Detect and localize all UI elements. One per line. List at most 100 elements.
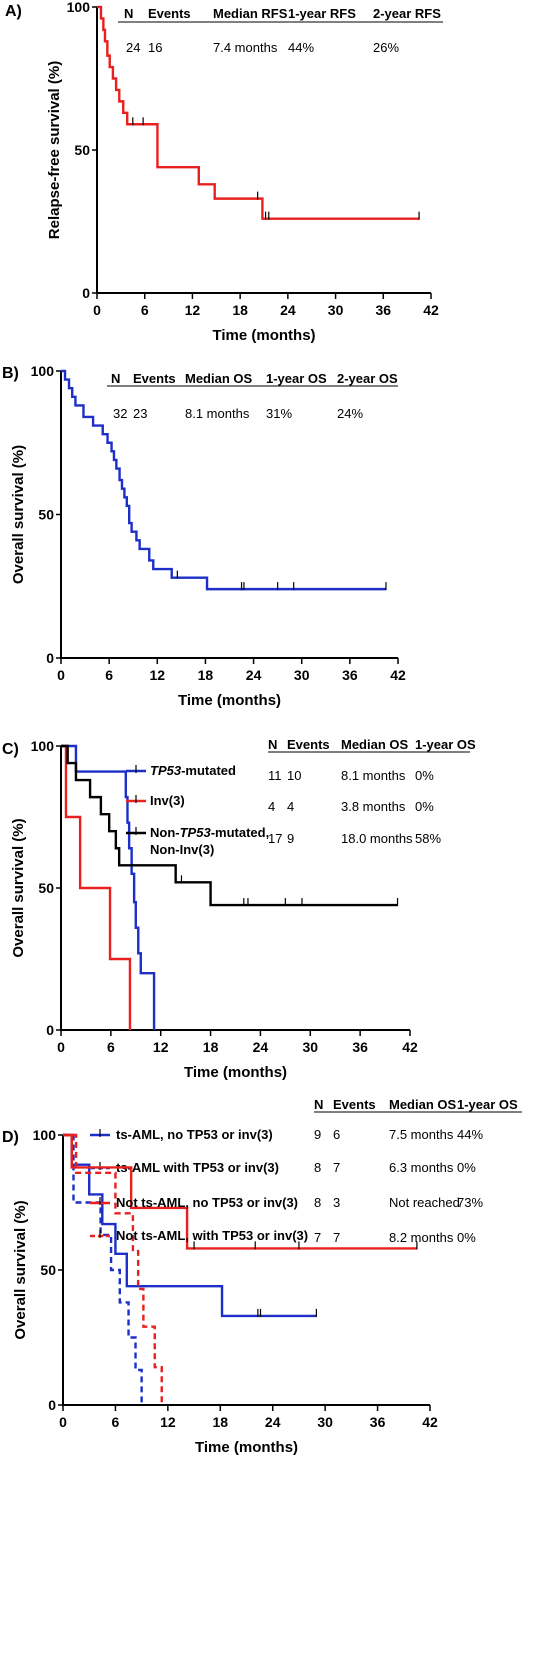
table-cell: 3 — [333, 1195, 340, 1210]
chart-panel-2: B) 0 6 12 18 24 30 36 42 0 50 100 Time (months) Overa… — [2, 363, 406, 709]
series-1 — [97, 5, 420, 220]
table-header: 2-year OS — [337, 371, 398, 386]
y-tick-label: 0 — [46, 650, 54, 666]
legend-label: ts-AML with TP53 or inv(3) — [116, 1160, 279, 1175]
x-tick-label: 24 — [246, 667, 262, 683]
table-header: Median OS — [341, 737, 409, 752]
legend-label: Inv(3) — [150, 793, 185, 808]
table-cell: 3.8 months — [341, 799, 406, 814]
legend-label: Non-TP53-mutated, — [150, 825, 269, 840]
x-tick-label: 0 — [93, 302, 101, 318]
y-axis-title: Overall survival (%) — [12, 1200, 29, 1339]
table-cell: 16 — [148, 40, 162, 55]
survival-curve — [61, 744, 156, 1030]
table-cell: 9 — [287, 831, 294, 846]
x-tick-label: 6 — [105, 667, 113, 683]
summary-table: N Events Median OS 1-year OS 9 6 7.5 months 44%… — [314, 1097, 522, 1245]
y-tick-label: 50 — [40, 1262, 56, 1278]
panel-label: C) — [2, 741, 19, 758]
y-tick-label: 50 — [74, 142, 90, 158]
table-header: N — [124, 6, 133, 21]
table-cell: 44% — [288, 40, 314, 55]
summary-table: N Events Median RFS 1-year RFS 2-year RFS 24 1… — [118, 6, 443, 55]
legend-entry: ts-AML, no TP53 or inv(3) — [90, 1127, 273, 1142]
x-tick-label: 6 — [112, 1414, 120, 1430]
x-tick-label: 30 — [294, 667, 310, 683]
x-tick-label: 42 — [390, 667, 406, 683]
x-tick-label: 36 — [342, 667, 358, 683]
table-cell: 18.0 months — [341, 831, 413, 846]
y-axis-title: Relapse-free survival (%) — [46, 61, 63, 239]
legend-entry: Not ts-AML, with TP53 or inv(3) — [90, 1228, 308, 1243]
table-header: Median RFS — [213, 6, 288, 21]
x-tick-label: 24 — [253, 1039, 269, 1055]
legend-label-italic: TP53 — [180, 825, 212, 840]
x-tick-label: 0 — [59, 1414, 67, 1430]
table-cell: Not reached — [389, 1195, 460, 1210]
table-cell: 11 — [268, 768, 282, 783]
series-1 — [63, 1133, 318, 1318]
survival-curve — [63, 1133, 317, 1318]
y-tick-label: 100 — [67, 0, 91, 15]
x-tick-label: 42 — [402, 1039, 418, 1055]
x-tick-label: 18 — [232, 302, 248, 318]
x-tick-label: 6 — [141, 302, 149, 318]
chart-panel-3: C) 0 6 12 18 24 30 36 42 0 50 100 Time (months) Overa… — [2, 737, 476, 1081]
survival-curve — [61, 744, 132, 1030]
summary-table: N Events Median OS 1-year OS 2-year OS 32 23 8.… — [107, 371, 398, 421]
x-axis-title: Time (months) — [195, 1439, 298, 1456]
survival-curve — [63, 1133, 163, 1405]
x-tick-label: 18 — [198, 667, 214, 683]
series-1 — [61, 369, 387, 591]
table-cell: 26% — [373, 40, 399, 55]
legend-label-line2: Non-Inv(3) — [150, 842, 214, 857]
table-header: Median OS — [185, 371, 253, 386]
table-cell: 24% — [337, 406, 363, 421]
table-cell: 0% — [457, 1230, 476, 1245]
table-cell: 44% — [457, 1127, 483, 1142]
y-axis-title: Overall survival (%) — [10, 818, 27, 957]
table-cell: 4 — [287, 799, 294, 814]
series-2 — [61, 744, 132, 1030]
legend-label: Not ts-AML, no TP53 or inv(3) — [116, 1195, 298, 1210]
x-tick-label: 30 — [302, 1039, 318, 1055]
legend-label-rest: -mutated — [181, 763, 236, 778]
y-tick-label: 100 — [31, 363, 55, 379]
y-tick-label: 50 — [38, 880, 54, 896]
table-header: 1-year RFS — [288, 6, 356, 21]
x-tick-label: 24 — [280, 302, 296, 318]
legend-label-italic: TP53 — [150, 763, 182, 778]
summary-table: N Events Median OS 1-year OS 11 10 8.1 months 0… — [268, 737, 476, 846]
x-tick-label: 42 — [423, 302, 439, 318]
panel-label: A) — [5, 3, 22, 20]
table-header: 1-year OS — [266, 371, 327, 386]
table-header: 1-year OS — [415, 737, 476, 752]
y-tick-label: 100 — [31, 738, 55, 754]
table-cell: 23 — [133, 406, 147, 421]
survival-curve — [63, 1133, 417, 1250]
table-cell: 4 — [268, 799, 275, 814]
table-header: Events — [333, 1097, 376, 1112]
legend-entry: Non-TP53-mutated, Non-Inv(3) — [126, 825, 269, 857]
x-tick-label: 0 — [57, 667, 65, 683]
survival-curve — [61, 369, 386, 591]
series-3 — [63, 1133, 418, 1250]
series-4 — [63, 1133, 163, 1405]
table-cell: 7 — [314, 1230, 321, 1245]
table-header: N — [314, 1097, 323, 1112]
x-tick-label: 36 — [352, 1039, 368, 1055]
legend-label-suffix: -mutated, — [211, 825, 270, 840]
table-cell: 73% — [457, 1195, 483, 1210]
legend-label-prefix: Non- — [150, 825, 180, 840]
table-cell: 10 — [287, 768, 301, 783]
chart-panel-1: A) 0 6 12 18 24 30 36 42 0 50 100 Time (months) Relap… — [5, 0, 443, 344]
x-tick-label: 30 — [328, 302, 344, 318]
legend-entry: TP53-mutated — [126, 763, 236, 778]
table-header: Events — [133, 371, 176, 386]
y-tick-label: 0 — [82, 285, 90, 301]
table-header: N — [111, 371, 120, 386]
table-cell: 6 — [333, 1127, 340, 1142]
y-axis-title: Overall survival (%) — [10, 445, 27, 584]
